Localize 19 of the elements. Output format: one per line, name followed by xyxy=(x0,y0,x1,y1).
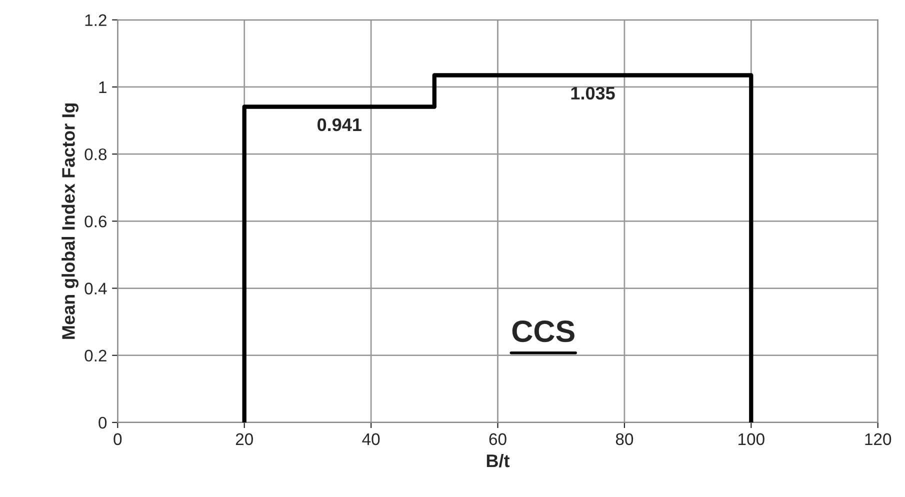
x-axis-title: B/t xyxy=(486,454,510,468)
y-tick-label: 0.2 xyxy=(84,350,106,362)
y-tick-label: 1.2 xyxy=(85,14,106,26)
annotation: CCS xyxy=(512,320,574,342)
y-tick-label: 0.4 xyxy=(84,282,107,294)
annotation: 1.035 xyxy=(571,86,615,100)
annotation: 0.941 xyxy=(318,118,362,132)
x-tick-label: 20 xyxy=(236,433,253,446)
y-tick-label: 0.6 xyxy=(84,216,107,228)
x-tick-label: 120 xyxy=(865,433,892,446)
y-axis-title: Mean global Index Factor Ig xyxy=(62,103,79,339)
x-tick-label: 40 xyxy=(362,433,380,446)
x-tick-label: 80 xyxy=(616,433,634,446)
y-tick-label: 0 xyxy=(98,416,107,429)
x-tick-label: 0 xyxy=(114,433,122,446)
x-tick-label: 60 xyxy=(489,433,506,446)
x-tick-label: 100 xyxy=(738,433,764,446)
y-tick-label: 1 xyxy=(99,82,106,94)
y-tick-label: 0.8 xyxy=(84,148,107,160)
